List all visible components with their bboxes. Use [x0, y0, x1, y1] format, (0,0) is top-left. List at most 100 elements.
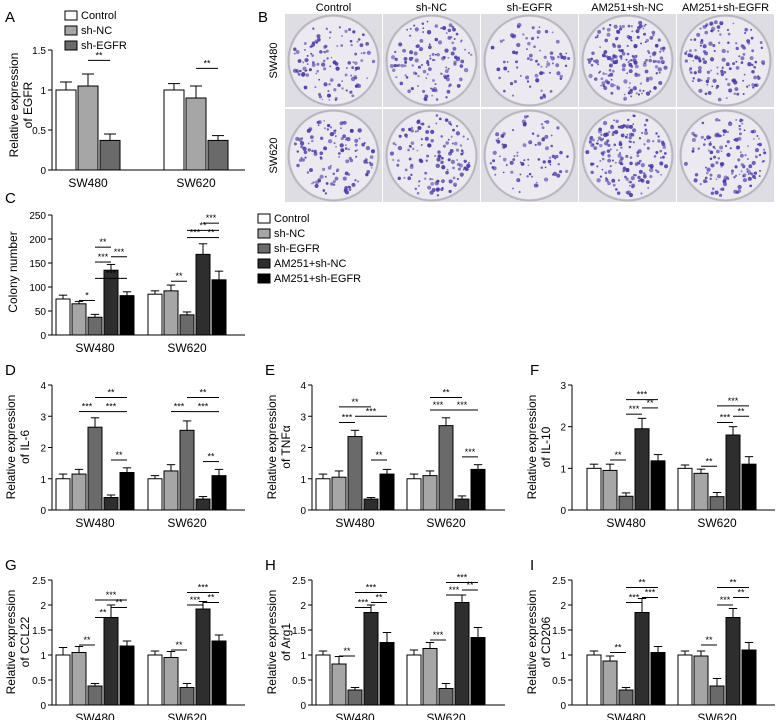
colony: [360, 59, 364, 62]
colony: [307, 142, 310, 145]
colony: [333, 130, 337, 135]
colony: [703, 179, 707, 184]
colony: [602, 27, 605, 30]
colony: [394, 57, 398, 61]
colony: [334, 135, 337, 138]
colony: [414, 130, 417, 133]
colony: [738, 124, 741, 128]
colony: [706, 167, 711, 172]
bar: [207, 139, 229, 171]
colony: [416, 119, 421, 124]
colony: [321, 98, 324, 101]
colony: [709, 150, 714, 155]
colony: [446, 74, 450, 78]
colony: [735, 46, 739, 51]
colony-plate: [677, 109, 774, 202]
colony: [752, 174, 756, 179]
y-tick-label: 1.5: [32, 46, 46, 57]
bar: [55, 478, 71, 511]
colony: [299, 141, 305, 146]
y-tick-label: 1.5: [552, 626, 566, 637]
colony: [341, 34, 343, 37]
colony: [643, 24, 646, 27]
colony-plate: [579, 14, 676, 107]
colony: [429, 177, 432, 181]
colony: [434, 53, 437, 56]
colony: [347, 148, 350, 151]
colony: [653, 86, 657, 90]
colony: [605, 178, 608, 181]
y-axis-label-line: Relative expression: [265, 395, 279, 500]
colony: [615, 188, 618, 191]
y-axis-label: Relative expressionof CD206: [525, 590, 553, 695]
colony: [590, 162, 594, 166]
colony: [344, 190, 349, 195]
colony: [587, 60, 591, 65]
colony: [735, 60, 738, 63]
colony: [712, 145, 716, 149]
colony: [721, 67, 724, 70]
colony: [503, 89, 506, 93]
colony: [314, 183, 319, 188]
colony: [619, 27, 623, 31]
colony: [298, 158, 303, 162]
bar: [454, 498, 470, 511]
colony: [593, 77, 598, 81]
colony: [534, 143, 537, 146]
colony: [707, 149, 710, 152]
colony: [694, 55, 699, 60]
colony: [627, 118, 630, 122]
colony: [327, 139, 333, 144]
colony: [565, 52, 568, 55]
colony: [329, 65, 332, 68]
colony: [659, 56, 664, 60]
colony: [630, 95, 633, 98]
colony: [389, 63, 394, 69]
colony: [737, 158, 741, 162]
legend-label: AM251+sh-EGFR: [274, 273, 361, 285]
colony: [656, 170, 660, 174]
colony: [645, 38, 649, 43]
colony: [716, 66, 719, 69]
colony: [635, 92, 638, 95]
colony: [704, 166, 707, 169]
colony: [319, 157, 323, 160]
colony: [440, 135, 443, 138]
colony: [716, 25, 721, 29]
colony: [616, 59, 619, 62]
y-axis-label-line: Colony number: [6, 231, 20, 312]
colony: [634, 72, 639, 78]
colony: [763, 151, 767, 155]
colony: [451, 25, 455, 29]
significance-label: **: [737, 588, 745, 598]
colony: [431, 178, 434, 181]
colony: [735, 42, 738, 45]
colony: [725, 144, 728, 148]
colony: [340, 136, 344, 141]
dish-rim: [385, 14, 478, 107]
colony: [401, 127, 405, 132]
colony: [717, 97, 722, 102]
colony: [344, 185, 349, 190]
bar: [422, 475, 438, 511]
colony: [451, 41, 455, 45]
y-tick-label: 4: [40, 381, 46, 392]
colony: [509, 160, 514, 165]
significance-label: ***: [629, 593, 640, 603]
colony: [440, 27, 443, 30]
colony: [705, 171, 709, 175]
colony: [702, 49, 707, 54]
colony: [457, 167, 461, 171]
significance-label: **: [115, 450, 123, 460]
colony: [626, 52, 630, 56]
colony: [743, 129, 746, 132]
dish-rim: [581, 109, 674, 202]
colony: [742, 177, 748, 183]
bar: [602, 660, 618, 706]
colony: [729, 147, 732, 150]
bar: [103, 617, 119, 706]
significance-label: ***: [457, 573, 468, 583]
colony: [722, 133, 725, 136]
colony: [459, 77, 463, 82]
